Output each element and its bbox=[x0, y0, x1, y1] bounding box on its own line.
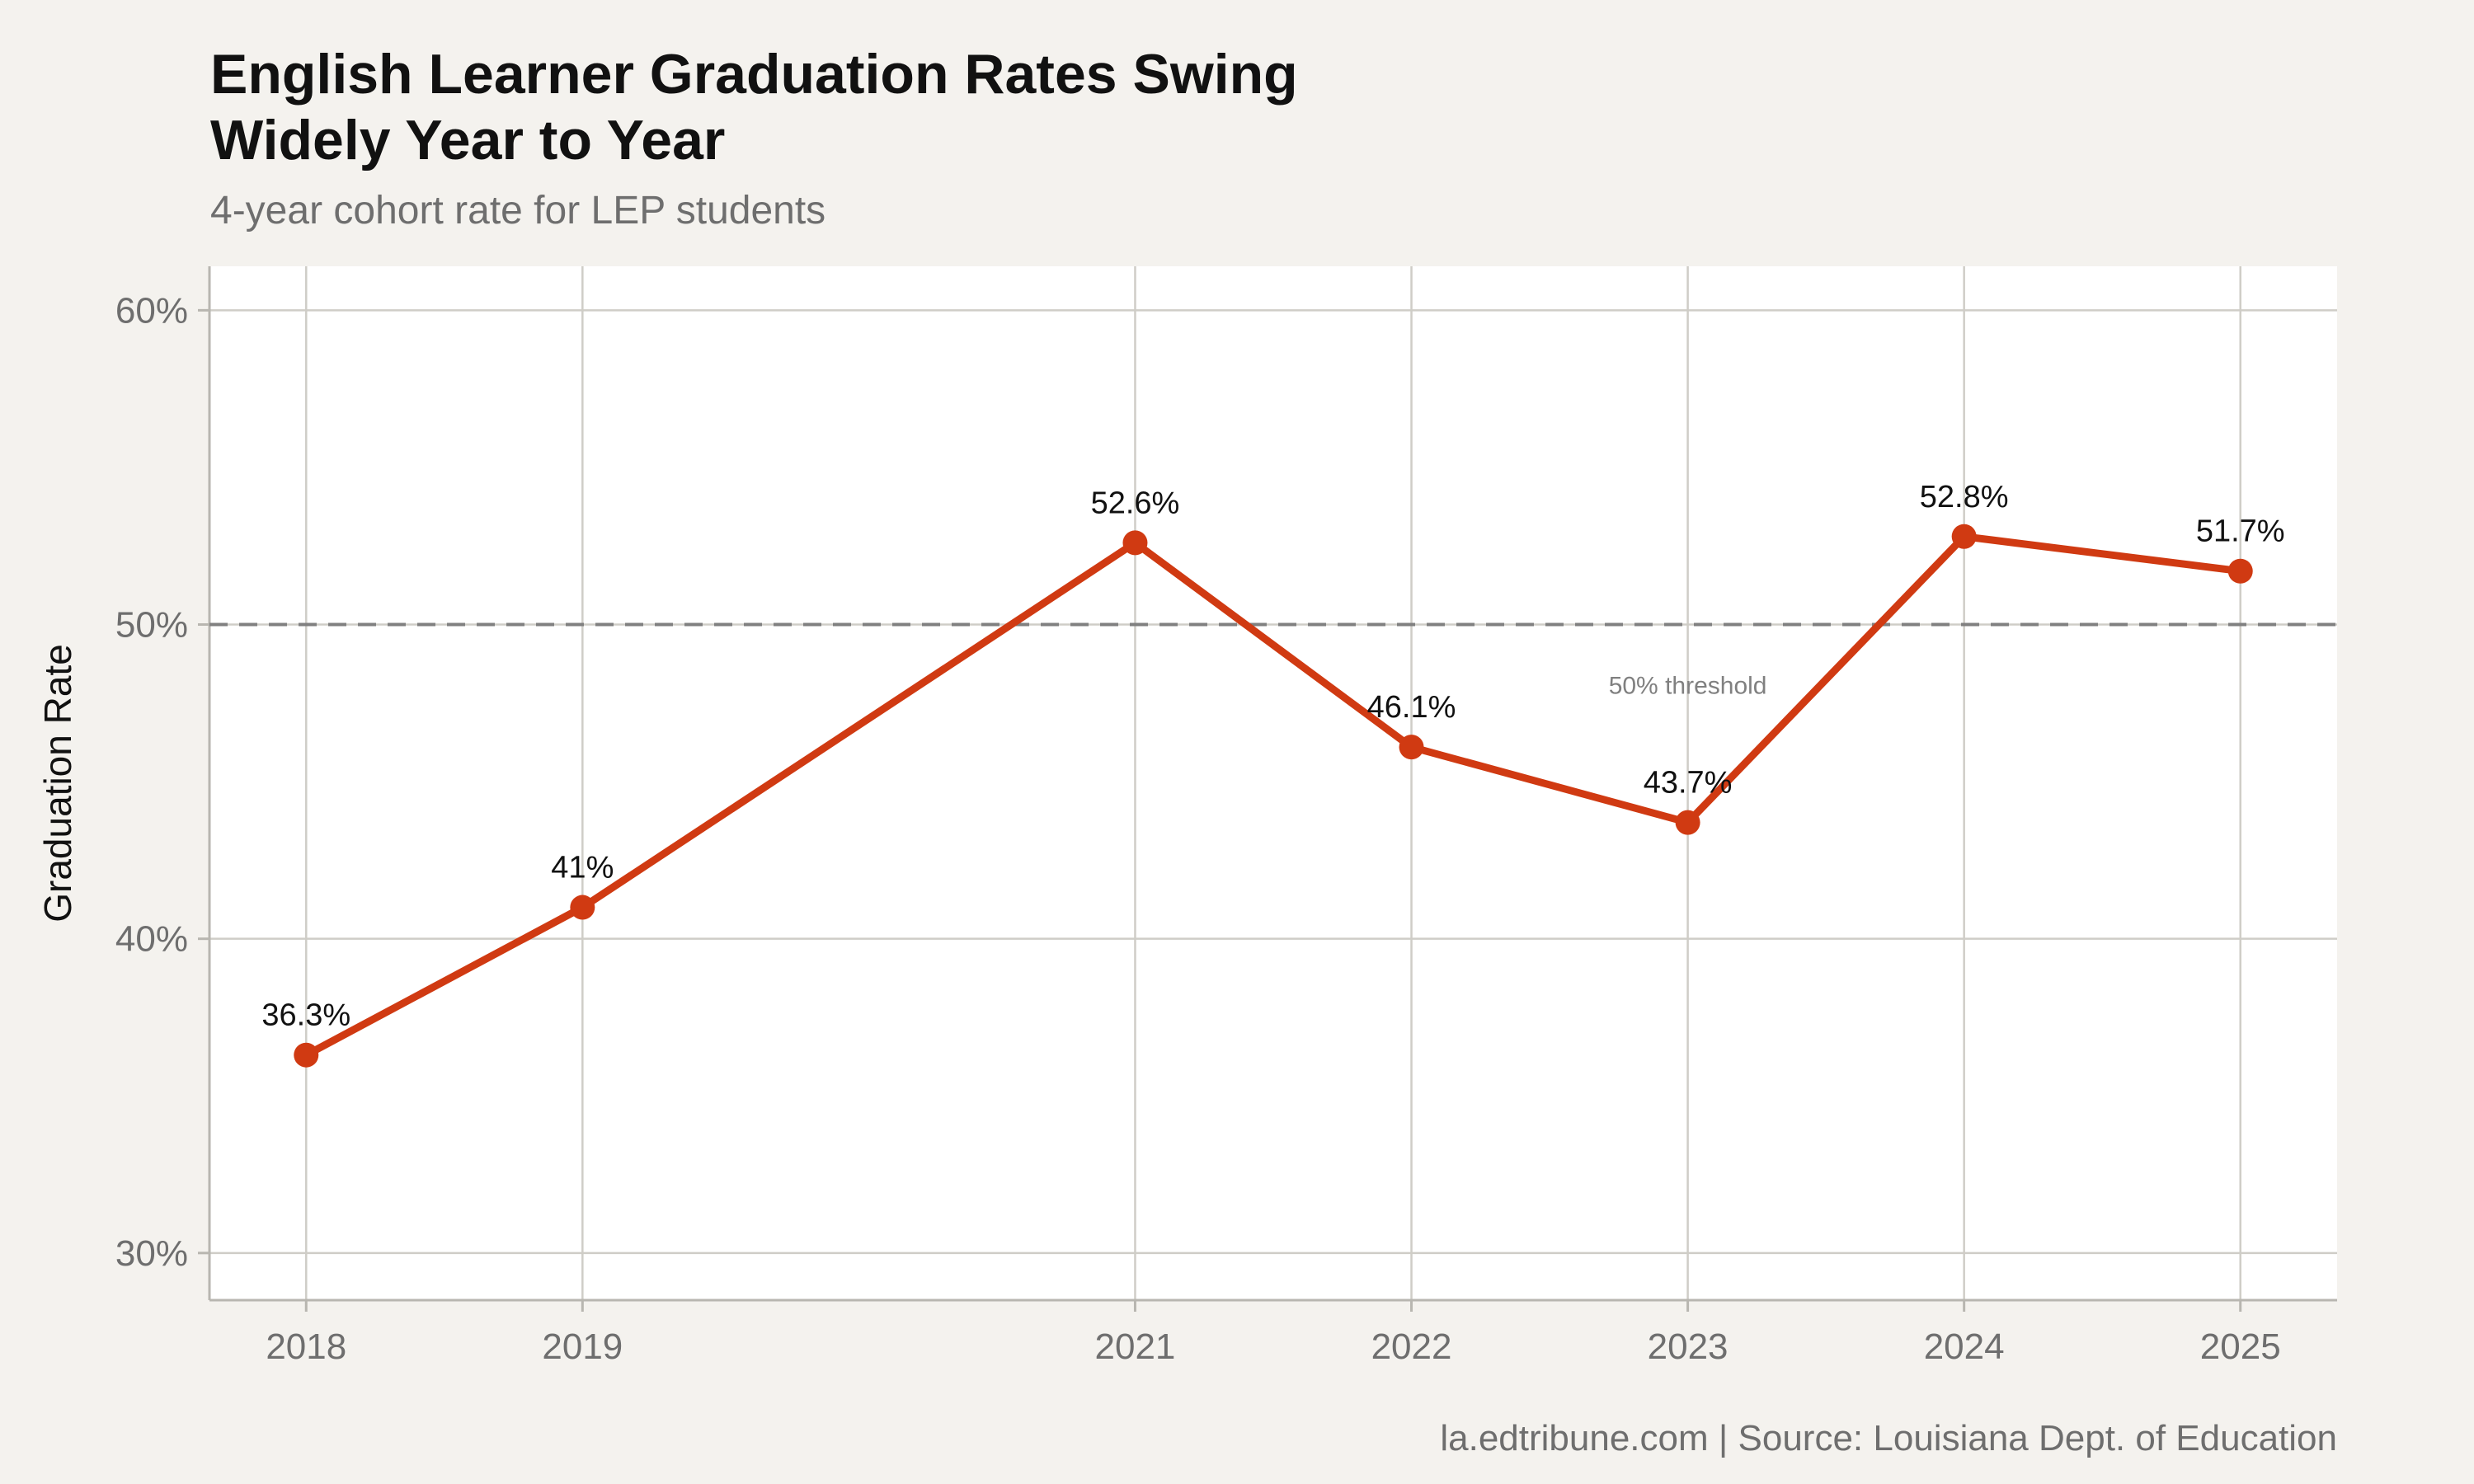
data-label-2022: 46.1% bbox=[1367, 690, 1456, 725]
x-tick-label: 2021 bbox=[1095, 1327, 1176, 1367]
data-point-2021 bbox=[1122, 530, 1148, 556]
reference-line-label: 50% threshold bbox=[1609, 673, 1767, 700]
y-tick-label: 60% bbox=[115, 290, 188, 331]
data-point-2025 bbox=[2227, 558, 2253, 584]
plot-panel bbox=[209, 266, 2337, 1300]
x-tick-label: 2019 bbox=[542, 1327, 623, 1367]
y-tick-label: 30% bbox=[115, 1233, 188, 1274]
y-axis-label: Graduation Rate bbox=[36, 644, 79, 923]
data-labels: 36.3% 41% 52.6% 46.1% 43.7% 52.8% 51.7% bbox=[261, 480, 2284, 1033]
data-point-2018 bbox=[294, 1042, 319, 1068]
data-point-2019 bbox=[570, 895, 595, 920]
chart-subtitle: 4-year cohort rate for LEP students bbox=[210, 189, 825, 232]
y-axis-ticks: 30% 40% 50% 60% bbox=[115, 290, 209, 1274]
data-label-2025: 51.7% bbox=[2196, 514, 2285, 549]
chart-caption: la.edtribune.com | Source: Louisiana Dep… bbox=[1440, 1418, 2337, 1458]
data-point-2022 bbox=[1399, 735, 1424, 760]
data-label-2019: 41% bbox=[551, 851, 614, 885]
x-tick-label: 2024 bbox=[1924, 1327, 2005, 1367]
reference-line-group: 50% threshold bbox=[209, 622, 2337, 700]
y-tick-label: 40% bbox=[115, 919, 188, 960]
x-tick-label: 2022 bbox=[1371, 1327, 1452, 1367]
y-tick-label: 50% bbox=[115, 605, 188, 646]
chart-title-line-2: Widely Year to Year bbox=[210, 109, 725, 171]
x-tick-label: 2023 bbox=[1648, 1327, 1729, 1367]
data-label-2024: 52.8% bbox=[1920, 480, 2009, 514]
data-label-2023: 43.7% bbox=[1644, 766, 1733, 801]
data-point-2023 bbox=[1675, 810, 1700, 835]
data-points bbox=[294, 524, 2253, 1068]
x-axis-ticks: 2018 2019 2021 2022 2023 2024 2025 bbox=[266, 1300, 2281, 1367]
x-tick-label: 2025 bbox=[2200, 1327, 2281, 1367]
data-point-2024 bbox=[1951, 524, 1977, 549]
data-label-2018: 36.3% bbox=[261, 998, 350, 1033]
data-label-2021: 52.6% bbox=[1091, 486, 1180, 520]
x-tick-label: 2018 bbox=[266, 1327, 346, 1367]
chart-title-line-1: English Learner Graduation Rates Swing bbox=[210, 43, 1298, 106]
gridlines bbox=[209, 266, 2337, 1300]
